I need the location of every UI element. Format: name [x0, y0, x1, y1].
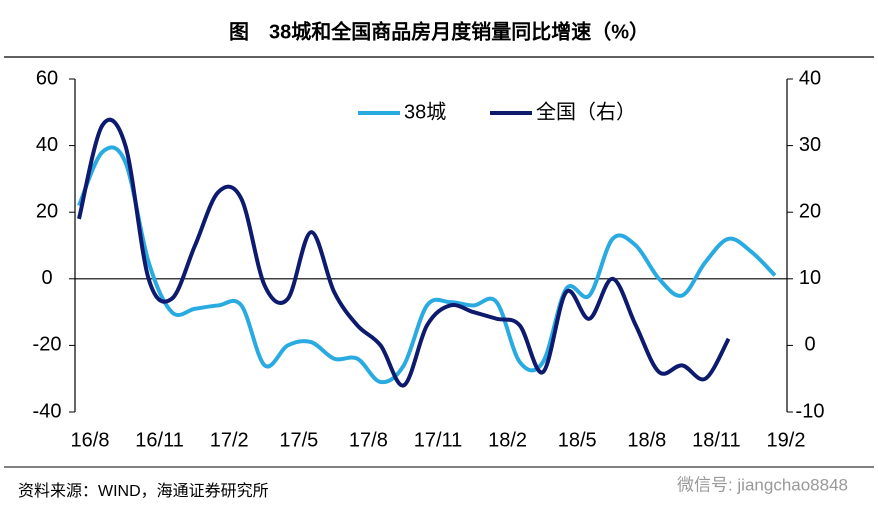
x-tick-label: 17/11 [414, 429, 463, 451]
y-tick-label: -20 [33, 334, 62, 356]
x-tick-label: 16/8 [71, 429, 110, 451]
x-tick-label: 18/8 [627, 429, 666, 451]
y-tick-label: 20 [36, 200, 58, 222]
y2-tick-label: 10 [799, 267, 821, 289]
series-line [77, 117, 731, 388]
x-tick-label: 18/11 [692, 429, 741, 451]
watermark: 微信号: jiangchao8848 [677, 475, 848, 494]
y2-tick-label: -10 [796, 400, 825, 422]
y-tick-label: 0 [41, 267, 52, 289]
legend-label: 全国（右） [536, 100, 636, 123]
chart-title: 图 38城和全国商品房月度销量同比增速（%） [229, 19, 649, 43]
y2-tick-label: 0 [804, 334, 815, 356]
x-tick-label: 17/2 [210, 429, 249, 451]
y-tick-label: 60 [36, 67, 58, 89]
x-tick-label: 18/2 [488, 429, 527, 451]
x-tick-label: 17/5 [279, 429, 318, 451]
x-tick-label: 19/2 [767, 429, 806, 451]
y2-tick-label: 20 [799, 200, 821, 222]
x-tick-label: 17/8 [349, 429, 388, 451]
y-tick-label: 40 [36, 134, 58, 156]
x-tick-label: 16/11 [135, 429, 184, 451]
y-tick-label: -40 [33, 400, 62, 422]
y2-tick-label: 30 [799, 134, 821, 156]
source: 资料来源：WIND，海通证券研究所 [18, 482, 269, 500]
legend-label: 38城 [404, 100, 446, 123]
series-line [77, 145, 777, 385]
x-tick-label: 18/5 [558, 429, 597, 451]
y2-tick-label: 40 [799, 67, 821, 89]
